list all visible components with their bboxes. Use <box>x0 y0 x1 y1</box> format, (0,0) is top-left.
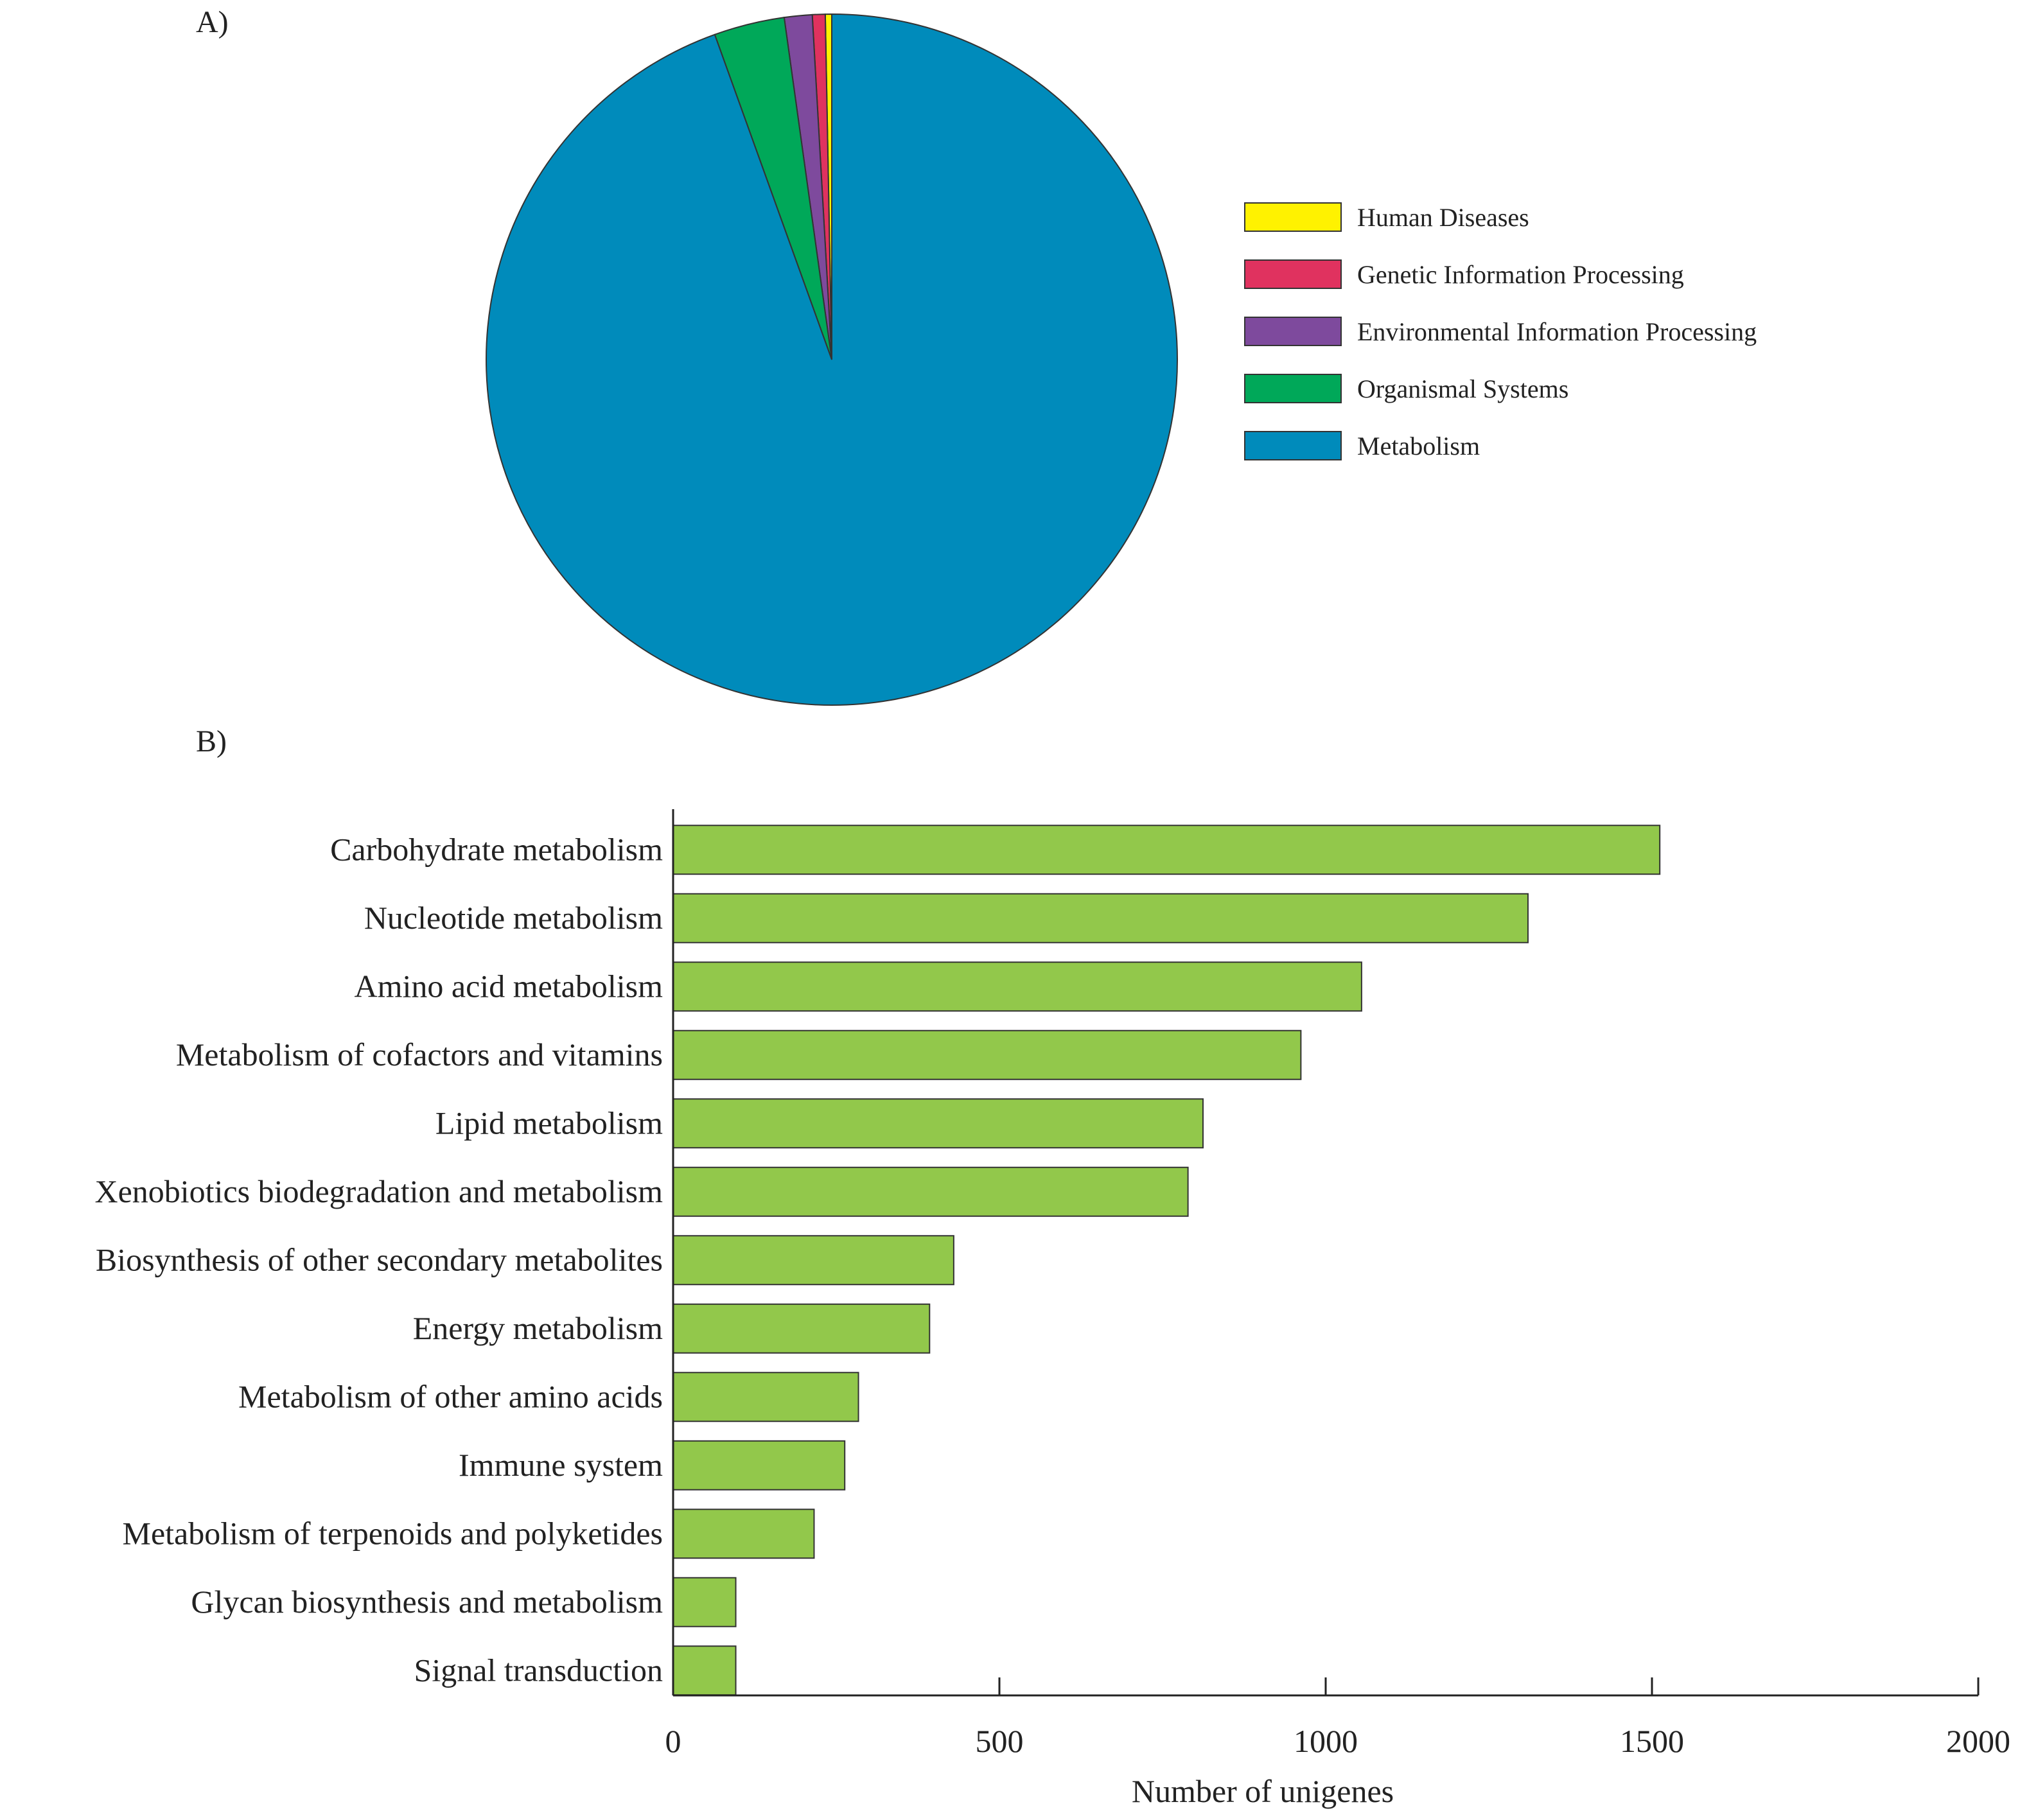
bar-metabolism-of-terpenoids-and-polyketides <box>672 1509 815 1559</box>
category-label-energy-metabolism: Energy metabolism <box>413 1310 663 1346</box>
pie-legend: Human Diseases Genetic Information Proces… <box>1244 202 1757 460</box>
category-label-biosynthesis-of-other-secondary-metabolites: Biosynthesis of other secondary metaboli… <box>96 1241 663 1277</box>
bar-lipid-metabolism <box>672 1098 1204 1149</box>
x-tick-label-0: 0 <box>665 1723 681 1759</box>
legend-swatch-genetic-information-processing <box>1244 259 1342 289</box>
x-tick-label-1500: 1500 <box>1620 1723 1684 1759</box>
pie-slice-metabolism <box>486 13 1179 706</box>
bar-chart-panel: B) Carbohydrate metabolism Nucleotide met… <box>94 724 2010 1809</box>
axes: 0 500 1000 1500 2000 <box>665 809 2010 1759</box>
bar-amino-acid-metabolism <box>672 961 1362 1012</box>
category-label-carbohydrate-metabolism: Carbohydrate metabolism <box>330 831 663 867</box>
category-label-metabolism-of-other-amino-acids: Metabolism of other amino acids <box>238 1378 663 1414</box>
category-label-metabolism-of-cofactors-and-vitamins: Metabolism of cofactors and vitamins <box>176 1037 663 1072</box>
x-tick-label-500: 500 <box>976 1723 1024 1759</box>
bars <box>672 825 1661 1696</box>
bar-nucleotide-metabolism <box>672 893 1529 943</box>
bar-glycan-biosynthesis-and-metabolism <box>672 1577 737 1627</box>
panel-label-a: A) <box>196 5 229 39</box>
category-label-immune-system: Immune system <box>459 1447 663 1483</box>
bar-biosynthesis-of-other-secondary-metabolites <box>672 1235 954 1286</box>
legend-label-metabolism: Metabolism <box>1357 432 1480 460</box>
bar-xenobiotics-biodegradation-and-metabolism <box>672 1166 1189 1217</box>
category-label-metabolism-of-terpenoids-and-polyketides: Metabolism of terpenoids and polyketides <box>122 1515 663 1551</box>
legend-label-organismal-systems: Organismal Systems <box>1357 374 1568 403</box>
category-label-glycan-biosynthesis-and-metabolism: Glycan biosynthesis and metabolism <box>191 1584 663 1620</box>
pie-chart-panel: A) Human Diseases Genetic Information Pro… <box>196 5 1757 706</box>
category-label-signal-transduction: Signal transduction <box>414 1652 663 1688</box>
category-label-nucleotide-metabolism: Nucleotide metabolism <box>364 900 663 936</box>
x-tick-label-2000: 2000 <box>1946 1723 2010 1759</box>
legend-swatch-metabolism <box>1244 431 1342 460</box>
x-axis-title: Number of unigenes <box>1132 1773 1394 1809</box>
legend-swatch-organismal-systems <box>1244 374 1342 403</box>
category-label-lipid-metabolism: Lipid metabolism <box>435 1105 663 1141</box>
category-label-xenobiotics-biodegradation-and-metabolism: Xenobiotics biodegradation and metabolis… <box>94 1173 663 1209</box>
pie-slices <box>486 13 1179 706</box>
bar-signal-transduction <box>672 1645 737 1696</box>
bar-energy-metabolism <box>672 1303 931 1354</box>
panel-label-b: B) <box>196 724 227 758</box>
bar-carbohydrate-metabolism <box>672 825 1661 875</box>
bar-immune-system <box>672 1440 846 1491</box>
legend-label-genetic-information-processing: Genetic Information Processing <box>1357 260 1684 289</box>
legend-label-environmental-information-processing: Environmental Information Processing <box>1357 317 1757 346</box>
legend-swatch-human-diseases <box>1244 202 1342 232</box>
bar-metabolism-of-other-amino-acids <box>672 1372 859 1422</box>
category-label-amino-acid-metabolism: Amino acid metabolism <box>355 968 663 1004</box>
x-tick-label-1000: 1000 <box>1294 1723 1358 1759</box>
legend-swatch-environmental-information-processing <box>1244 317 1342 346</box>
bar-metabolism-of-cofactors-and-vitamins <box>672 1029 1302 1080</box>
legend-label-human-diseases: Human Diseases <box>1357 203 1529 232</box>
category-labels: Carbohydrate metabolism Nucleotide metabo… <box>94 831 663 1688</box>
